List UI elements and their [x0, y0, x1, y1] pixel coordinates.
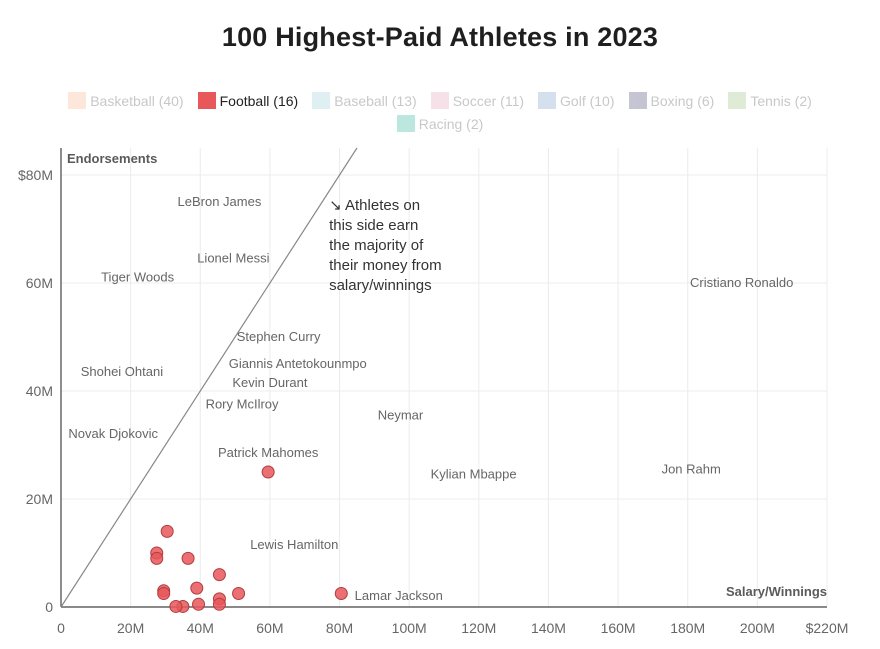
athlete-label: Kylian Mbappe	[431, 467, 517, 482]
legend-item[interactable]: Tennis (2)	[728, 92, 812, 109]
y-tick-label: $80M	[18, 167, 53, 183]
legend-swatch	[728, 92, 747, 109]
athlete-label: LeBron James	[178, 194, 262, 209]
legend-item[interactable]: Boxing (6)	[628, 92, 715, 109]
legend-row-2: Racing (2)	[0, 115, 880, 132]
legend-item[interactable]: Golf (10)	[538, 92, 615, 109]
athlete-label: Lewis Hamilton	[250, 537, 338, 552]
athlete-label: Patrick Mahomes	[218, 445, 319, 460]
data-point	[190, 581, 204, 595]
legend-item[interactable]: Basketball (40)	[68, 92, 184, 109]
legend-label: Football (16)	[219, 92, 299, 109]
athlete-label: Neymar	[378, 407, 424, 422]
annotation-line: their money from	[329, 257, 442, 274]
legend-label: Baseball (13)	[334, 92, 417, 109]
legend-label: Racing (2)	[418, 115, 484, 132]
data-point	[160, 524, 174, 538]
data-point	[261, 465, 275, 479]
annotation-line: ↘ Athletes on	[329, 197, 420, 214]
x-tick-label: 160M	[601, 620, 636, 636]
athlete-label: Novak Djokovic	[68, 426, 158, 441]
athlete-label: Lionel Messi	[197, 251, 269, 266]
data-point	[157, 587, 171, 600]
athlete-label: Shohei Ohtani	[81, 364, 164, 379]
legend-label: Tennis (2)	[750, 92, 812, 109]
x-tick-label: 0	[57, 620, 65, 636]
data-point	[169, 599, 183, 613]
legend-label: Basketball (40)	[90, 92, 184, 109]
x-tick-label: $220M	[806, 620, 849, 636]
data-point	[334, 587, 348, 600]
y-axis-title: Endorsements	[67, 151, 157, 166]
y-tick-label: 0	[45, 599, 53, 615]
data-point	[192, 597, 206, 611]
data-point	[150, 551, 164, 565]
data-point	[181, 551, 195, 565]
y-tick-label: 20M	[26, 491, 53, 507]
legend-swatch	[430, 92, 449, 109]
reference-line	[60, 147, 358, 608]
x-tick-label: 140M	[531, 620, 566, 636]
legend-item[interactable]: Baseball (13)	[312, 92, 417, 109]
annotation-line: salary/winnings	[329, 277, 432, 294]
y-tick-label: 60M	[26, 275, 53, 291]
legend-item[interactable]: Racing (2)	[396, 115, 484, 132]
athlete-label: Cristiano Ronaldo	[690, 275, 793, 290]
legend-swatch	[538, 92, 557, 109]
legend-row-1: Basketball (40) Football (16) Baseball (13…	[0, 92, 880, 109]
data-point	[212, 597, 226, 611]
legend-label: Boxing (6)	[650, 92, 715, 109]
athlete-label: Tiger Woods	[101, 270, 174, 285]
athlete-label: Lamar Jackson	[355, 588, 443, 603]
legend-item[interactable]: Soccer (11)	[430, 92, 525, 109]
x-tick-label: 20M	[117, 620, 144, 636]
annotation-line: this side earn	[329, 217, 418, 234]
x-tick-label: 80M	[326, 620, 353, 636]
legend-swatch	[312, 92, 331, 109]
x-tick-label: 120M	[461, 620, 496, 636]
legend-swatch	[68, 92, 87, 109]
legend-swatch	[628, 92, 647, 109]
athlete-label: Kevin Durant	[232, 375, 308, 390]
legend-label: Golf (10)	[560, 92, 615, 109]
athlete-label: Giannis Antetokounmpo	[229, 356, 367, 371]
legend-swatch	[197, 92, 216, 109]
athlete-label: Stephen Curry	[237, 329, 321, 344]
x-tick-label: 60M	[256, 620, 283, 636]
legend-label: Soccer (11)	[452, 92, 525, 109]
chart-title: 100 Highest-Paid Athletes in 2023	[221, 22, 659, 52]
data-point	[212, 568, 226, 582]
athlete-label: Rory McIlroy	[206, 397, 279, 412]
data-point	[232, 587, 246, 600]
x-tick-label: 100M	[392, 620, 427, 636]
y-tick-label: 40M	[26, 383, 53, 399]
legend-swatch	[396, 115, 415, 132]
x-tick-label: 180M	[670, 620, 705, 636]
x-axis-title: Salary/Winnings	[726, 584, 827, 599]
x-tick-label: 200M	[740, 620, 775, 636]
athlete-label: Jon Rahm	[662, 461, 721, 476]
legend-item[interactable]: Football (16)	[197, 92, 299, 109]
x-tick-label: 40M	[187, 620, 214, 636]
annotation-line: the majority of	[329, 237, 424, 254]
